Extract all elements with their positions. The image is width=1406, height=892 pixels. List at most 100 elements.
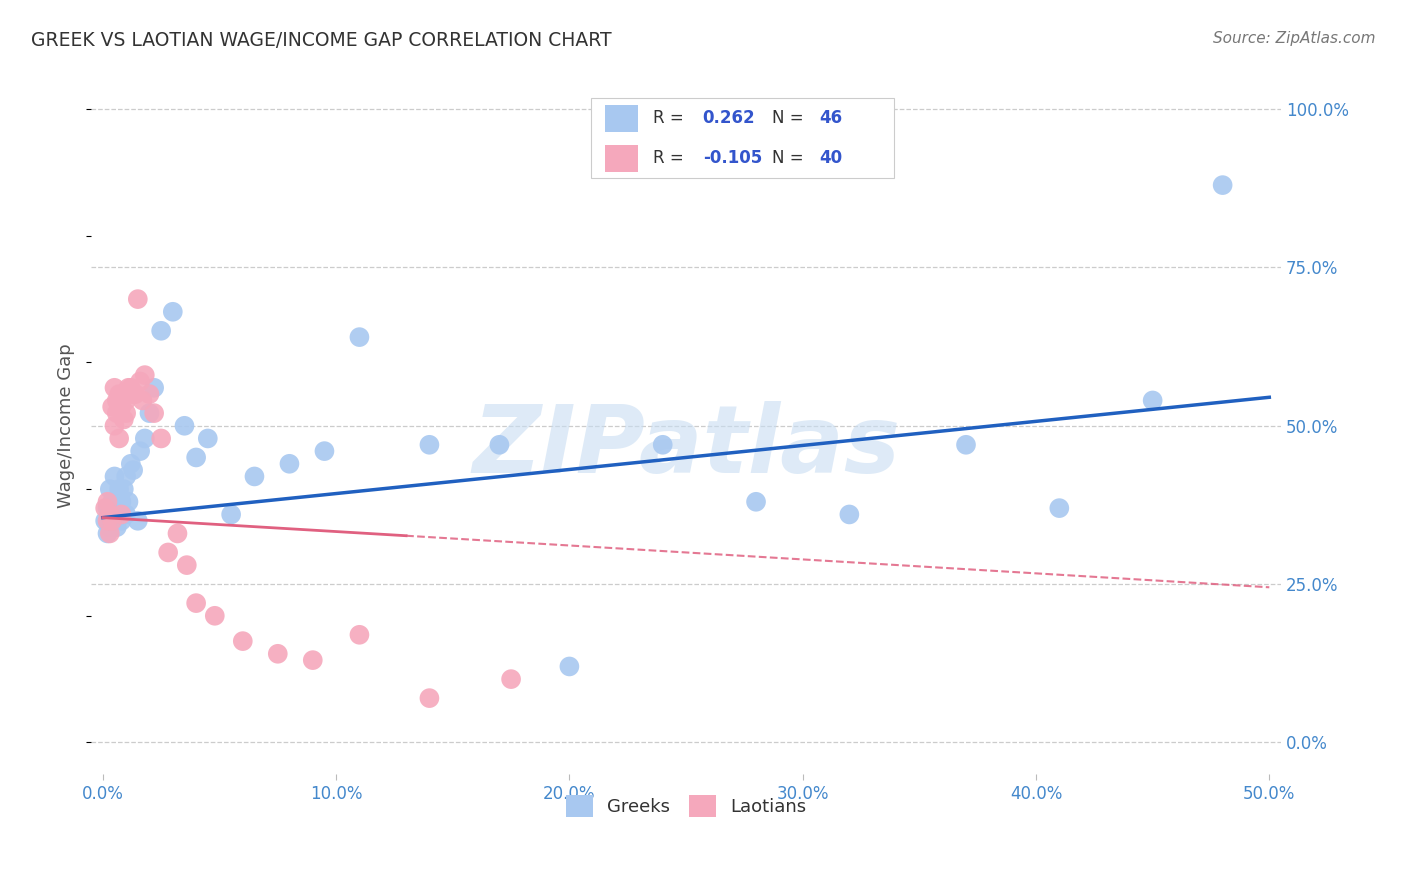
Point — [108, 508, 131, 522]
Point — [129, 375, 152, 389]
Point — [120, 381, 142, 395]
Point — [101, 514, 124, 528]
Bar — [605, 105, 638, 132]
Point — [117, 381, 139, 395]
FancyBboxPatch shape — [591, 98, 894, 178]
Point — [1047, 501, 1070, 516]
Point — [122, 387, 145, 401]
Point — [558, 659, 581, 673]
Text: 0.262: 0.262 — [703, 110, 755, 128]
Point — [143, 406, 166, 420]
Point — [110, 495, 132, 509]
Point — [488, 438, 510, 452]
Point — [110, 514, 132, 528]
Point — [150, 324, 173, 338]
Point — [150, 432, 173, 446]
Point — [838, 508, 860, 522]
Bar — [605, 145, 638, 171]
Point — [138, 406, 160, 420]
Point — [745, 495, 768, 509]
Point — [501, 672, 523, 686]
Point — [108, 482, 131, 496]
Point — [98, 526, 121, 541]
Point — [138, 387, 160, 401]
Point — [98, 482, 121, 496]
Point — [103, 381, 125, 395]
Point — [101, 400, 124, 414]
Point — [418, 691, 440, 706]
Point — [94, 514, 117, 528]
Point — [1142, 393, 1164, 408]
Text: ZIPatlas: ZIPatlas — [472, 401, 900, 492]
Point — [96, 501, 118, 516]
Point — [418, 438, 440, 452]
Point — [243, 469, 266, 483]
Y-axis label: Wage/Income Gap: Wage/Income Gap — [58, 343, 75, 508]
Point — [127, 514, 149, 528]
Point — [197, 432, 219, 446]
Point — [105, 520, 128, 534]
Point — [124, 387, 146, 401]
Point — [103, 469, 125, 483]
Point — [955, 438, 977, 452]
Point — [115, 469, 138, 483]
Point — [96, 526, 118, 541]
Point — [166, 526, 188, 541]
Text: Source: ZipAtlas.com: Source: ZipAtlas.com — [1212, 31, 1375, 46]
Point — [110, 400, 132, 414]
Point — [120, 457, 142, 471]
Text: -0.105: -0.105 — [703, 150, 762, 168]
Point — [108, 432, 131, 446]
Point — [301, 653, 323, 667]
Legend: Greeks, Laotians: Greeks, Laotians — [558, 788, 814, 824]
Point — [204, 608, 226, 623]
Point — [651, 438, 673, 452]
Point — [131, 393, 153, 408]
Point — [134, 432, 156, 446]
Point — [129, 444, 152, 458]
Point — [173, 418, 195, 433]
Point — [101, 514, 124, 528]
Point — [108, 387, 131, 401]
Point — [184, 450, 207, 465]
Point — [349, 330, 371, 344]
Point — [96, 514, 118, 528]
Point — [105, 393, 128, 408]
Text: N =: N = — [772, 110, 808, 128]
Text: 46: 46 — [820, 110, 842, 128]
Point — [105, 495, 128, 509]
Point — [162, 305, 184, 319]
Text: R =: R = — [652, 150, 689, 168]
Point — [115, 406, 138, 420]
Point — [1212, 178, 1234, 193]
Point — [127, 292, 149, 306]
Point — [115, 393, 138, 408]
Text: GREEK VS LAOTIAN WAGE/INCOME GAP CORRELATION CHART: GREEK VS LAOTIAN WAGE/INCOME GAP CORRELA… — [31, 31, 612, 50]
Point — [115, 508, 138, 522]
Point — [105, 406, 128, 420]
Point — [232, 634, 254, 648]
Point — [184, 596, 207, 610]
Point — [112, 412, 135, 426]
Point — [267, 647, 290, 661]
Point — [176, 558, 198, 573]
Point — [278, 457, 301, 471]
Point — [219, 508, 242, 522]
Point — [134, 368, 156, 383]
Point — [103, 418, 125, 433]
Point — [117, 495, 139, 509]
Point — [122, 463, 145, 477]
Point — [94, 501, 117, 516]
Point — [314, 444, 336, 458]
Point — [103, 508, 125, 522]
Point — [98, 520, 121, 534]
Point — [96, 495, 118, 509]
Point — [157, 545, 180, 559]
Point — [101, 495, 124, 509]
Text: 40: 40 — [820, 150, 842, 168]
Text: N =: N = — [772, 150, 808, 168]
Point — [143, 381, 166, 395]
Point — [98, 508, 121, 522]
Point — [349, 628, 371, 642]
Point — [112, 482, 135, 496]
